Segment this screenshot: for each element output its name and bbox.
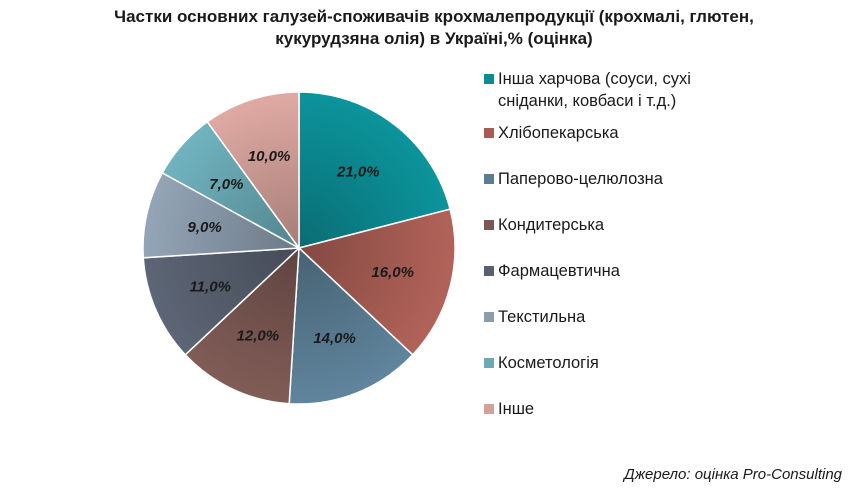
legend-swatch (484, 128, 494, 138)
legend-swatch (484, 404, 494, 414)
pie-value-label: 12,0% (237, 328, 280, 345)
legend-swatch (484, 266, 494, 276)
legend-swatch (484, 358, 494, 368)
legend-label: Косметологія (498, 354, 599, 372)
legend-item: Косметологія (484, 352, 744, 374)
legend-label: Кондитерська (498, 216, 605, 234)
legend-swatch (484, 220, 494, 230)
pie-slice (298, 91, 452, 249)
pie-value-label: 10,0% (248, 148, 291, 165)
source-note: Джерело: оцінка Pro-Consulting (624, 466, 842, 483)
chart-title-line-2: кукурудзяна олія) в Україні,% (оцінка) (275, 29, 593, 48)
pie-value-label: 11,0% (189, 278, 230, 295)
pie-value-label: 16,0% (371, 264, 414, 281)
pie-slice (184, 246, 300, 405)
legend-label: Інша харчова (соуси, сухі (498, 70, 691, 88)
legend-item: Текстильна (484, 306, 744, 328)
legend-item: Кондитерська (484, 214, 744, 236)
legend-item: Інша харчова (соуси, сухі сніданки, ковба… (484, 68, 744, 112)
pie-value-label: 21,0% (336, 164, 380, 181)
legend-swatch (484, 74, 494, 84)
legend-item: Інше (484, 398, 744, 420)
pie-slice (206, 91, 300, 251)
legend-label: Фармацевтична (498, 262, 620, 280)
legend-label: Паперово-целюлозна (498, 170, 663, 188)
pie-value-label: 14,0% (313, 330, 356, 347)
pie-slices (142, 91, 456, 405)
pie-value-label: 7,0% (209, 176, 243, 193)
pie-slice (297, 208, 456, 356)
legend-label: сніданки, ковбаси і т.д.) (498, 92, 677, 110)
chart-title-line-1: Частки основних галузей-споживачів крохм… (114, 7, 754, 26)
pie-slice (288, 246, 414, 405)
pie-value-labels: 21,0% 16,0% 14,0% 12,0% 11,0% 9,0% 7,0% 10,0% (187, 148, 413, 347)
pie-slice (142, 171, 302, 259)
legend-swatch (484, 174, 494, 184)
legend-label: Хлібопекарська (498, 124, 619, 142)
legend-swatch (484, 312, 494, 322)
legend-item: Хлібопекарська (484, 122, 744, 144)
legend-item: Паперово-целюлозна (484, 168, 744, 190)
legend-item: Фармацевтична (484, 260, 744, 282)
pie-slice (142, 247, 302, 356)
chart-title: Частки основних галузей-споживачів крохм… (0, 6, 868, 50)
pie-value-label: 9,0% (187, 219, 221, 236)
legend-label: Текстильна (498, 308, 586, 326)
legend-label: Інше (498, 400, 535, 418)
